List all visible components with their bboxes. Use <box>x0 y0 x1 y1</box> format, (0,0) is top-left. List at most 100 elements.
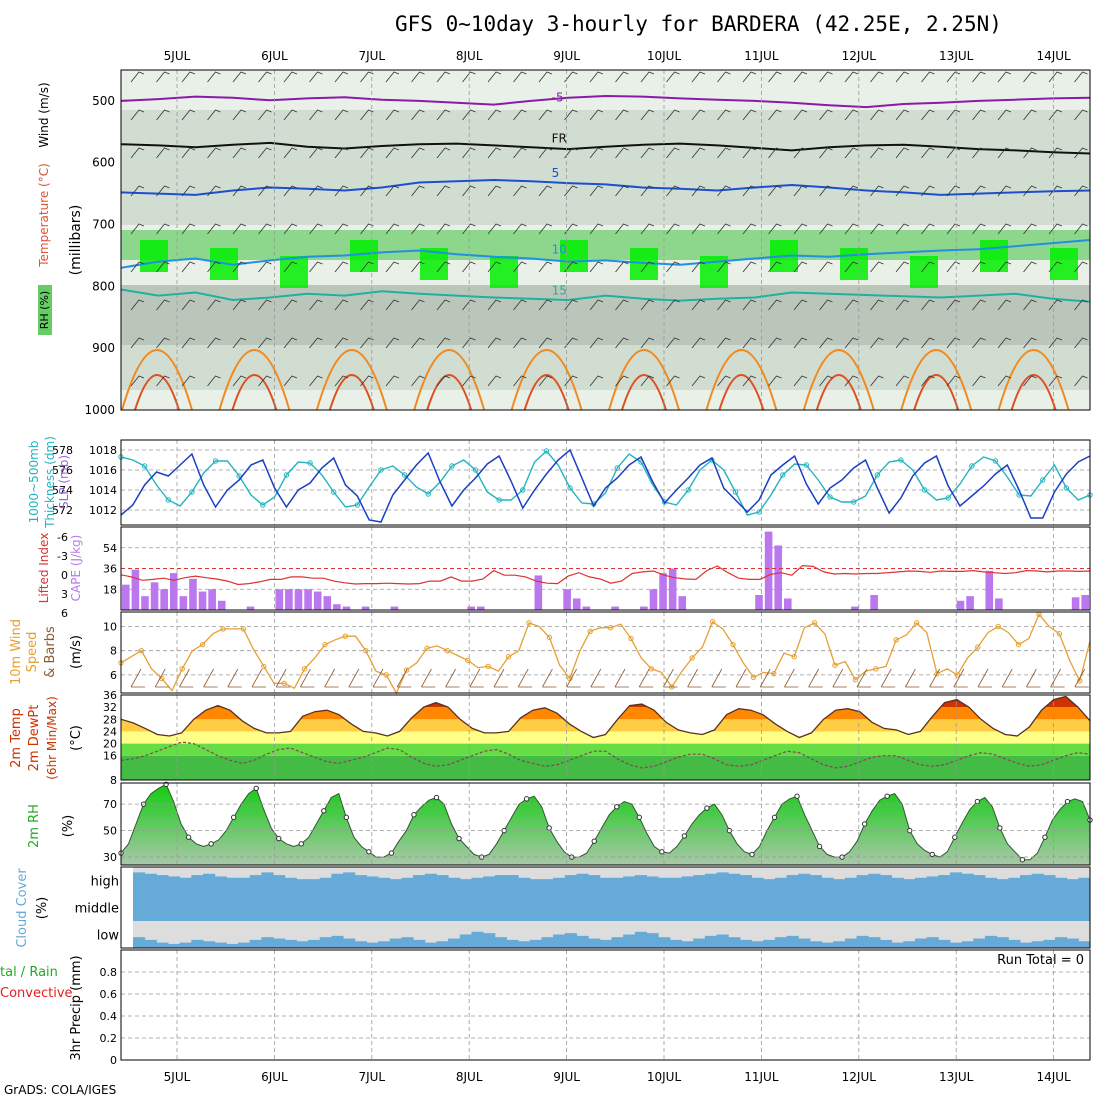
cloud-bar <box>564 875 577 894</box>
wind-barb <box>156 299 170 311</box>
wind-barb <box>487 223 502 235</box>
wind-barb <box>385 185 400 197</box>
surface-barb <box>203 668 218 688</box>
day-label-bottom: 12JUL <box>842 1070 877 1084</box>
cloud-bar <box>1078 941 1091 948</box>
wind-barb <box>870 147 884 159</box>
wind-barb <box>258 223 272 235</box>
wind-barb <box>360 109 374 121</box>
surface-barb <box>711 668 726 688</box>
wind-barb <box>717 147 731 159</box>
pressure-tick: 800 <box>92 279 115 293</box>
thickness-point <box>260 502 266 508</box>
cape-bar <box>563 589 571 610</box>
wind-barb <box>870 375 884 387</box>
cape-bar <box>995 598 1003 610</box>
cloud-bar <box>658 937 671 948</box>
wind-barb <box>1023 261 1037 273</box>
wind-barb <box>640 147 655 159</box>
wind-barb <box>793 223 808 235</box>
rh-point <box>816 843 823 850</box>
cloud-bar <box>914 938 928 948</box>
wind-barb <box>717 109 731 121</box>
cloud-bar <box>996 879 1009 894</box>
cloud-bar <box>949 894 963 921</box>
wind-barb <box>895 185 910 197</box>
wind-axis-suffix: & Barbs <box>43 626 58 678</box>
cloud-bar <box>308 879 321 894</box>
wind-barb <box>870 109 884 121</box>
wind-barb <box>1074 71 1088 83</box>
wind-barb <box>385 261 400 273</box>
cloud-bar <box>436 941 449 948</box>
cloud-bar <box>529 879 542 894</box>
surface-barb <box>808 668 823 688</box>
cloud-bar <box>226 877 239 894</box>
cloud-bar <box>436 894 449 921</box>
wind-point <box>689 655 695 661</box>
wind-barb <box>844 337 859 349</box>
wind-barb <box>946 71 961 83</box>
wind-barb <box>997 223 1012 235</box>
wind-barb <box>666 375 680 387</box>
cape-bar <box>342 606 351 610</box>
wind-barb <box>232 375 247 387</box>
wind-barb <box>589 375 604 387</box>
pressure-tick: 1000 <box>84 403 115 417</box>
wind-barb <box>742 185 757 197</box>
isotherm-label: -5 <box>552 91 564 105</box>
surface-barb <box>517 668 533 688</box>
cape-bar <box>764 531 773 610</box>
dewpt-line <box>120 741 1091 769</box>
wind-point <box>301 666 308 672</box>
cloud-bar <box>611 894 624 921</box>
cloud-bar <box>774 877 788 894</box>
cloud-bar <box>973 894 986 921</box>
wind-barb <box>232 147 247 159</box>
wind-barb <box>640 261 655 273</box>
rh-point <box>1019 857 1026 863</box>
wind-barb <box>972 185 986 197</box>
cloud-bar <box>273 894 286 921</box>
wind-barb <box>436 299 451 311</box>
slp-tick: 1012 <box>89 504 117 517</box>
cloud-row-label: middle <box>75 902 119 917</box>
cloud-bar <box>634 931 648 948</box>
cloud-bar <box>786 875 799 894</box>
thickness-point <box>378 467 384 473</box>
cloud-bar <box>1054 877 1068 894</box>
thickness-tick: 572 <box>52 504 73 517</box>
cloud-bar <box>938 875 951 894</box>
minmax-axis-label: (6hr Min/Max) <box>45 696 59 780</box>
wind-barb <box>334 71 349 83</box>
wind-barb <box>564 337 578 349</box>
wind-barb <box>768 109 782 121</box>
cloud-bar <box>354 875 367 894</box>
cape-bar <box>390 606 399 610</box>
wind-barb <box>181 337 196 349</box>
wind-barb <box>283 185 298 197</box>
cloud-bar <box>343 894 356 921</box>
cape-bar <box>611 606 619 610</box>
wind-barb <box>615 375 629 387</box>
cloud-bar <box>1054 894 1068 921</box>
wind-barb <box>385 375 400 387</box>
wind-barb <box>283 147 298 159</box>
cloud-bar <box>1054 937 1068 948</box>
wind-barb <box>1048 147 1063 159</box>
temp-frame <box>120 694 1091 781</box>
wind-barb <box>130 109 145 121</box>
precip-tick: 0.8 <box>100 966 118 979</box>
cape-bar <box>1071 597 1080 610</box>
cloud-bar <box>249 875 262 894</box>
wind-barb <box>997 71 1012 83</box>
cloud-bar <box>1008 877 1021 894</box>
wind-point <box>179 666 185 672</box>
pressure-tick: 700 <box>92 218 115 232</box>
cloud-bar <box>984 894 998 921</box>
isotherm-25 <box>426 374 473 411</box>
wind-barb <box>513 375 527 387</box>
wind-barb <box>946 375 961 387</box>
cloud-bar <box>728 873 741 894</box>
wind-barb <box>946 337 961 349</box>
